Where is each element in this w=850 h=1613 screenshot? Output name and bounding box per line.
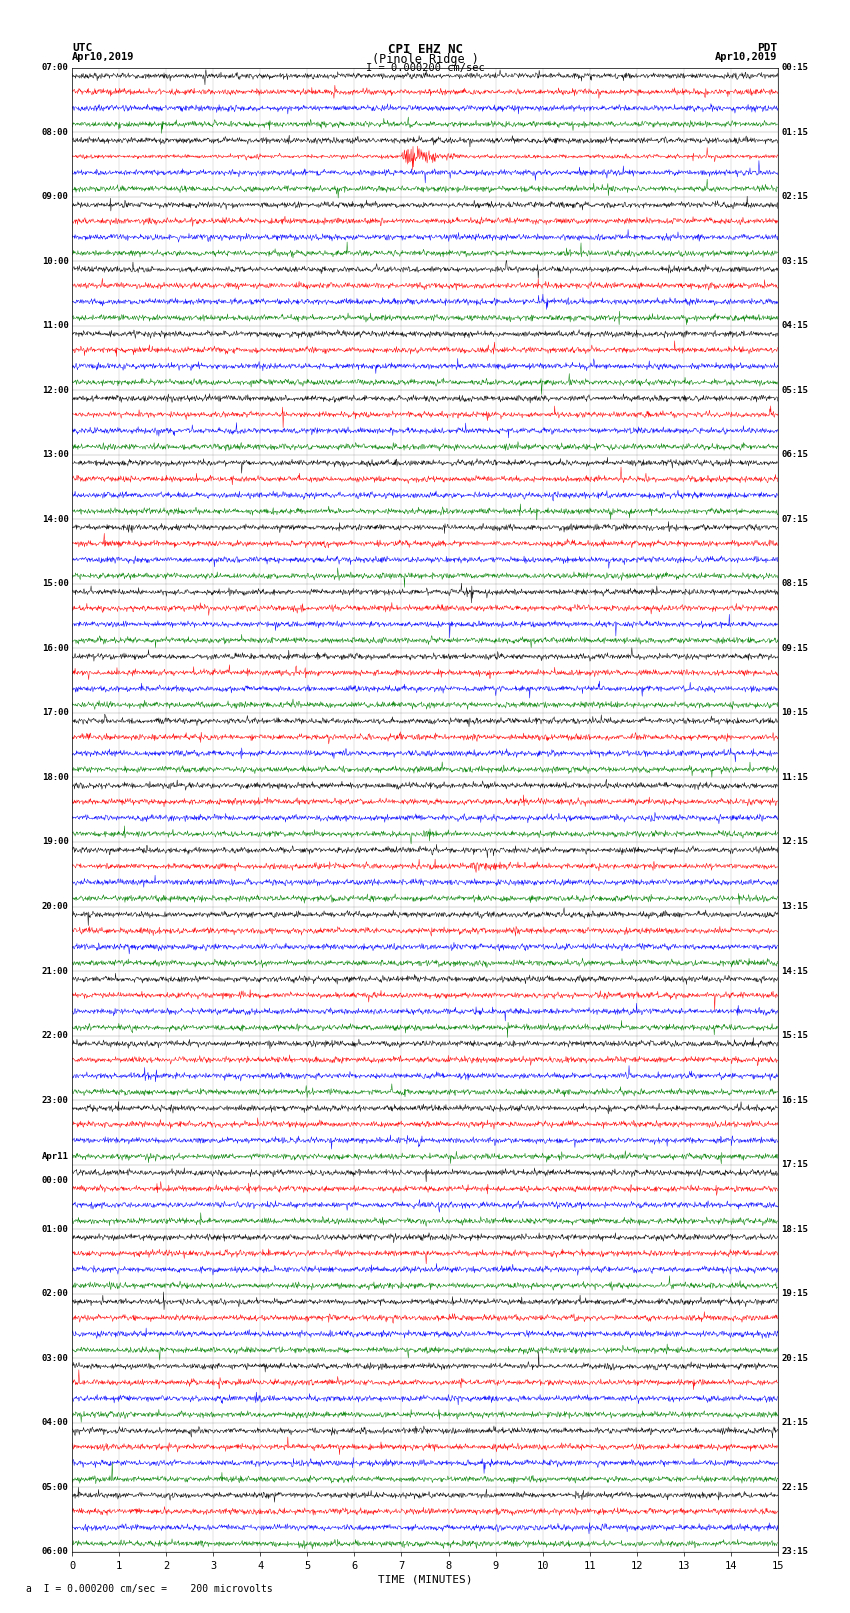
Text: 20:15: 20:15 xyxy=(781,1353,808,1363)
Text: 01:15: 01:15 xyxy=(781,127,808,137)
Text: 21:15: 21:15 xyxy=(781,1418,808,1428)
Text: 11:00: 11:00 xyxy=(42,321,69,331)
Text: 23:15: 23:15 xyxy=(781,1547,808,1557)
Text: 11:15: 11:15 xyxy=(781,773,808,782)
Text: 09:00: 09:00 xyxy=(42,192,69,202)
Text: 04:00: 04:00 xyxy=(42,1418,69,1428)
Text: 12:15: 12:15 xyxy=(781,837,808,847)
Text: 03:00: 03:00 xyxy=(42,1353,69,1363)
Text: 07:15: 07:15 xyxy=(781,515,808,524)
Text: 19:15: 19:15 xyxy=(781,1289,808,1298)
Text: CPI EHZ NC: CPI EHZ NC xyxy=(388,44,462,56)
Text: 03:15: 03:15 xyxy=(781,256,808,266)
Text: 06:15: 06:15 xyxy=(781,450,808,460)
Text: 01:00: 01:00 xyxy=(42,1224,69,1234)
Text: 08:15: 08:15 xyxy=(781,579,808,589)
Text: 16:00: 16:00 xyxy=(42,644,69,653)
Text: 20:00: 20:00 xyxy=(42,902,69,911)
Text: Apr10,2019: Apr10,2019 xyxy=(72,52,135,61)
Text: 10:15: 10:15 xyxy=(781,708,808,718)
Text: (Pinole Ridge ): (Pinole Ridge ) xyxy=(371,53,479,66)
Text: 10:00: 10:00 xyxy=(42,256,69,266)
Text: 15:15: 15:15 xyxy=(781,1031,808,1040)
Text: 05:15: 05:15 xyxy=(781,386,808,395)
Text: 13:00: 13:00 xyxy=(42,450,69,460)
Text: 22:00: 22:00 xyxy=(42,1031,69,1040)
Text: 00:15: 00:15 xyxy=(781,63,808,73)
Text: 13:15: 13:15 xyxy=(781,902,808,911)
Text: 02:15: 02:15 xyxy=(781,192,808,202)
Text: 05:00: 05:00 xyxy=(42,1482,69,1492)
Text: I = 0.000200 cm/sec: I = 0.000200 cm/sec xyxy=(366,63,484,73)
Text: 22:15: 22:15 xyxy=(781,1482,808,1492)
Text: 15:00: 15:00 xyxy=(42,579,69,589)
Text: 02:00: 02:00 xyxy=(42,1289,69,1298)
Text: 17:15: 17:15 xyxy=(781,1160,808,1169)
Text: 17:00: 17:00 xyxy=(42,708,69,718)
Text: 14:00: 14:00 xyxy=(42,515,69,524)
Text: a  I = 0.000200 cm/sec =    200 microvolts: a I = 0.000200 cm/sec = 200 microvolts xyxy=(26,1584,272,1594)
Text: 19:00: 19:00 xyxy=(42,837,69,847)
Text: 08:00: 08:00 xyxy=(42,127,69,137)
Text: 23:00: 23:00 xyxy=(42,1095,69,1105)
Text: PDT: PDT xyxy=(757,44,778,53)
Text: 00:00: 00:00 xyxy=(42,1176,69,1186)
Text: Apr11: Apr11 xyxy=(42,1152,69,1161)
Text: 04:15: 04:15 xyxy=(781,321,808,331)
Text: 18:15: 18:15 xyxy=(781,1224,808,1234)
Text: 14:15: 14:15 xyxy=(781,966,808,976)
Text: 09:15: 09:15 xyxy=(781,644,808,653)
Text: 06:00: 06:00 xyxy=(42,1547,69,1557)
Text: 07:00: 07:00 xyxy=(42,63,69,73)
Text: 12:00: 12:00 xyxy=(42,386,69,395)
Text: 21:00: 21:00 xyxy=(42,966,69,976)
Text: 16:15: 16:15 xyxy=(781,1095,808,1105)
X-axis label: TIME (MINUTES): TIME (MINUTES) xyxy=(377,1574,473,1586)
Text: 18:00: 18:00 xyxy=(42,773,69,782)
Text: Apr10,2019: Apr10,2019 xyxy=(715,52,778,61)
Text: UTC: UTC xyxy=(72,44,93,53)
